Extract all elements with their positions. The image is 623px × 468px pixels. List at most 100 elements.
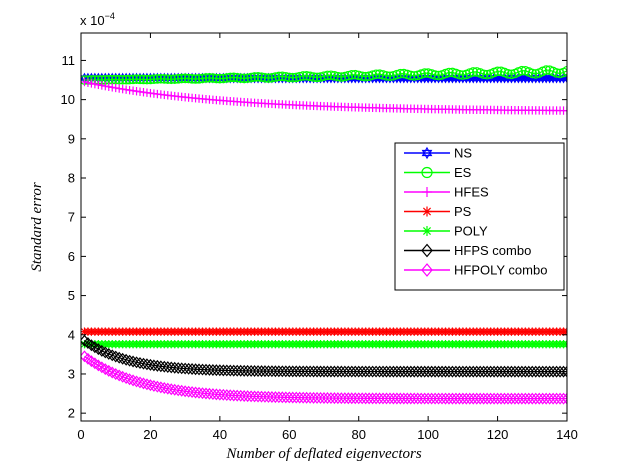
legend-label: HFES: [454, 185, 489, 200]
data-point: [197, 73, 208, 84]
data-point: [298, 71, 308, 81]
data-point: [468, 67, 479, 77]
data-point: [187, 74, 197, 84]
data-point: [319, 392, 329, 404]
data-point: [249, 72, 260, 82]
data-point: [475, 365, 486, 378]
data-point: [357, 365, 368, 378]
series-poly: [81, 339, 567, 349]
data-point: [332, 365, 343, 378]
data-point: [461, 392, 472, 405]
data-point: [239, 364, 250, 377]
data-point: [197, 387, 208, 400]
data-point: [409, 71, 420, 81]
data-point: [395, 68, 406, 79]
data-point: [301, 391, 312, 404]
data-point: [360, 71, 371, 82]
data-point: [513, 365, 524, 378]
legend-label: POLY: [454, 224, 488, 239]
data-point: [166, 74, 177, 85]
data-point: [225, 364, 236, 377]
data-point: [322, 365, 333, 378]
data-point: [421, 263, 433, 277]
data-point: [273, 365, 284, 378]
data-point: [267, 72, 277, 83]
data-point: [239, 390, 250, 402]
data-point: [322, 70, 333, 81]
data-point: [287, 391, 298, 404]
data-point: [114, 74, 124, 85]
data-point: [305, 71, 315, 82]
y-tick-label: 8: [68, 171, 75, 186]
data-point: [190, 363, 201, 376]
legend-label: PS: [454, 204, 472, 219]
data-point: [228, 389, 239, 402]
data-point: [176, 362, 187, 375]
data-point: [329, 392, 340, 405]
data-point: [350, 392, 361, 405]
data-point: [509, 392, 520, 405]
data-point: [124, 354, 135, 367]
data-point: [405, 365, 416, 378]
data-point: [562, 392, 567, 405]
data-point: [421, 146, 433, 160]
data-point: [117, 370, 128, 383]
data-point: [461, 365, 472, 378]
data-point: [277, 365, 288, 378]
data-point: [284, 72, 295, 83]
data-point: [152, 359, 163, 372]
data-point: [450, 365, 461, 378]
data-point: [506, 365, 517, 378]
data-point: [266, 391, 277, 403]
data-point: [298, 391, 309, 404]
data-point: [166, 361, 177, 374]
data-point: [135, 357, 145, 369]
data-point: [319, 365, 329, 378]
data-point: [517, 65, 527, 76]
data-point: [128, 74, 138, 85]
data-point: [412, 392, 423, 405]
data-point: [101, 81, 110, 91]
data-point: [405, 392, 416, 405]
data-point: [496, 392, 507, 405]
data-point: [253, 390, 264, 403]
data-point: [548, 392, 559, 405]
data-point: [537, 392, 548, 405]
data-point: [503, 365, 513, 378]
data-point: [294, 71, 305, 82]
data-point: [325, 365, 336, 378]
data-point: [416, 392, 427, 405]
data-point: [371, 69, 381, 80]
data-point: [454, 392, 465, 405]
data-point: [357, 71, 367, 82]
x-tick-label: 60: [282, 427, 296, 442]
legend-label: NS: [454, 146, 472, 161]
data-point: [325, 392, 336, 405]
data-point: [391, 392, 402, 405]
data-point: [242, 73, 253, 83]
data-point: [249, 390, 260, 403]
data-point: [225, 389, 236, 402]
y-tick-label: 6: [68, 249, 75, 264]
data-point: [155, 360, 166, 373]
data-point: [433, 392, 444, 405]
data-point: [343, 70, 354, 81]
data-point: [562, 327, 567, 336]
x-tick-label: 80: [351, 427, 365, 442]
legend-item: HFPOLY combo: [404, 263, 547, 278]
data-point: [454, 69, 465, 80]
data-point: [145, 379, 156, 392]
data-point: [388, 365, 399, 378]
data-point: [305, 391, 316, 404]
data-point: [183, 385, 194, 398]
data-point: [534, 392, 545, 405]
data-point: [159, 360, 170, 373]
y-tick-label: 10: [61, 92, 75, 107]
data-point: [329, 71, 340, 81]
y-tick-label: 5: [68, 288, 75, 303]
data-point: [315, 365, 326, 378]
data-point: [256, 390, 267, 403]
data-point: [284, 391, 295, 404]
y-tick-label: 4: [68, 327, 75, 342]
